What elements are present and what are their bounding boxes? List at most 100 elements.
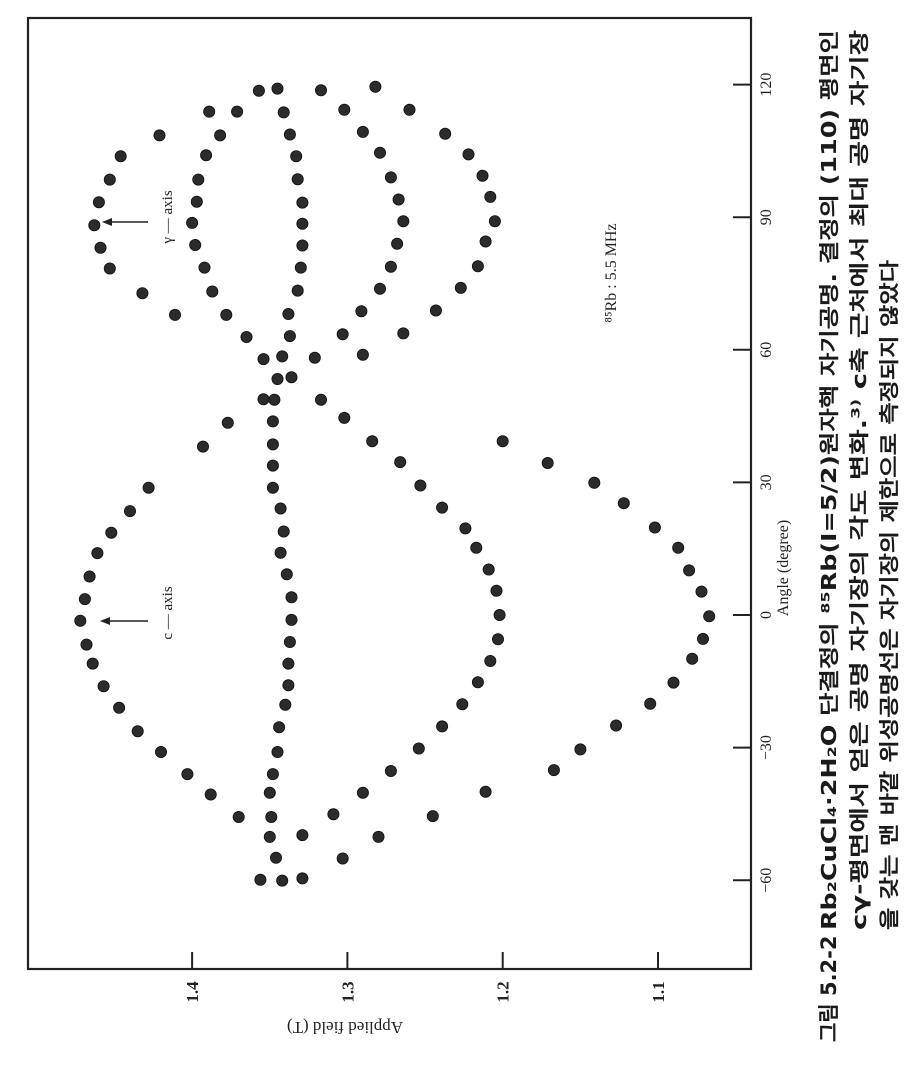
- data-point: [314, 393, 327, 406]
- data-point: [280, 568, 293, 581]
- data-point: [204, 788, 217, 801]
- data-point: [296, 872, 309, 885]
- field-tick-label: 1.4: [183, 981, 202, 1003]
- data-point: [436, 501, 449, 514]
- data-point: [131, 725, 144, 738]
- data-point: [403, 103, 416, 116]
- data-point: [97, 680, 110, 693]
- data-point: [113, 701, 126, 714]
- data-point: [697, 632, 710, 645]
- data-point: [240, 330, 253, 343]
- data-point: [271, 82, 284, 95]
- data-point: [271, 746, 284, 759]
- data-point: [336, 328, 349, 341]
- data-point: [266, 481, 279, 494]
- data-point: [394, 456, 407, 469]
- data-point: [285, 613, 298, 626]
- data-point: [470, 541, 483, 554]
- data-point: [153, 129, 166, 142]
- data-point: [198, 261, 211, 274]
- data-point: [285, 371, 298, 384]
- data-point: [277, 525, 290, 538]
- gamma-axis-arrowhead-icon: [102, 218, 112, 226]
- angle-tick-label: 120: [758, 73, 775, 97]
- angle-tick-label: 90: [758, 209, 775, 225]
- data-point: [397, 327, 410, 340]
- data-point: [426, 810, 439, 823]
- data-point: [103, 173, 116, 186]
- data-point: [412, 742, 425, 755]
- data-point: [279, 698, 292, 711]
- caption-line-3: 을 갖는 맨 바깥 위성공명선은 자기장의 제한으로 측정되지 않았다: [877, 259, 901, 930]
- data-point: [479, 235, 492, 248]
- data-point: [257, 393, 270, 406]
- data-point: [356, 125, 369, 138]
- data-point: [221, 416, 234, 429]
- data-point: [308, 351, 321, 364]
- data-point: [220, 308, 233, 321]
- figure-caption: 그림 5.2-2 Rb₂CuCl₄·2H₂O 단결정의 ⁸⁵Rb(I=5/2)원…: [817, 29, 901, 1042]
- data-point: [74, 614, 87, 627]
- data-point: [192, 173, 205, 186]
- data-point: [252, 84, 265, 97]
- data-point: [266, 459, 279, 472]
- data-point: [291, 173, 304, 186]
- field-tick-label: 1.3: [338, 981, 357, 1002]
- data-point: [541, 456, 554, 469]
- data-point: [266, 415, 279, 428]
- data-point: [496, 435, 509, 448]
- data-point: [232, 811, 245, 824]
- data-point: [355, 305, 368, 318]
- data-point: [372, 830, 385, 843]
- data-point: [695, 585, 708, 598]
- data-point: [648, 521, 661, 534]
- data-point: [610, 719, 623, 732]
- data-point: [667, 676, 680, 689]
- data-point: [338, 411, 351, 424]
- data-point: [484, 190, 497, 203]
- data-point: [366, 435, 379, 448]
- data-point: [78, 593, 91, 606]
- field-tick-label: 1.2: [494, 981, 513, 1002]
- data-point: [269, 851, 282, 864]
- angle-tick-label: 0: [758, 611, 775, 619]
- data-point: [296, 217, 309, 230]
- field-tick-label: 1.1: [649, 981, 668, 1002]
- data-point: [265, 811, 278, 824]
- data-point: [283, 128, 296, 141]
- data-point: [327, 808, 340, 821]
- data-point: [283, 636, 296, 649]
- axis-ticks: 1.1 1.2 1.3 1.4 −60 −30 0 30 60 90 120: [183, 73, 775, 1003]
- data-point: [397, 215, 410, 228]
- data-point: [471, 676, 484, 689]
- data-point: [336, 852, 349, 865]
- data-point: [384, 171, 397, 184]
- data-point: [257, 353, 270, 366]
- c-axis-arrowhead-icon: [100, 617, 110, 625]
- y-axis-label: Applied field (T): [287, 1018, 403, 1037]
- data-point: [94, 241, 107, 254]
- data-point: [454, 281, 467, 294]
- data-point: [356, 786, 369, 799]
- angle-tick-label: 30: [758, 474, 775, 490]
- plot-frame: [26, 16, 753, 971]
- data-point: [384, 765, 397, 778]
- data-point: [672, 541, 685, 554]
- data-point: [274, 502, 287, 515]
- data-point: [283, 330, 296, 343]
- data-point: [493, 609, 506, 622]
- data-point: [88, 219, 101, 232]
- data-points: [74, 80, 716, 887]
- data-point: [83, 570, 96, 583]
- data-point: [91, 547, 104, 560]
- frequency-annotation: ⁸⁵Rb : 5.5 MHz: [603, 223, 620, 322]
- data-point: [105, 526, 118, 539]
- data-point: [686, 652, 699, 665]
- data-point: [190, 195, 203, 208]
- data-point: [282, 657, 295, 670]
- data-point: [206, 285, 219, 298]
- data-point: [338, 103, 351, 116]
- data-point: [429, 304, 442, 317]
- data-point: [369, 80, 382, 93]
- x-axis-label: Angle (degree): [775, 520, 792, 616]
